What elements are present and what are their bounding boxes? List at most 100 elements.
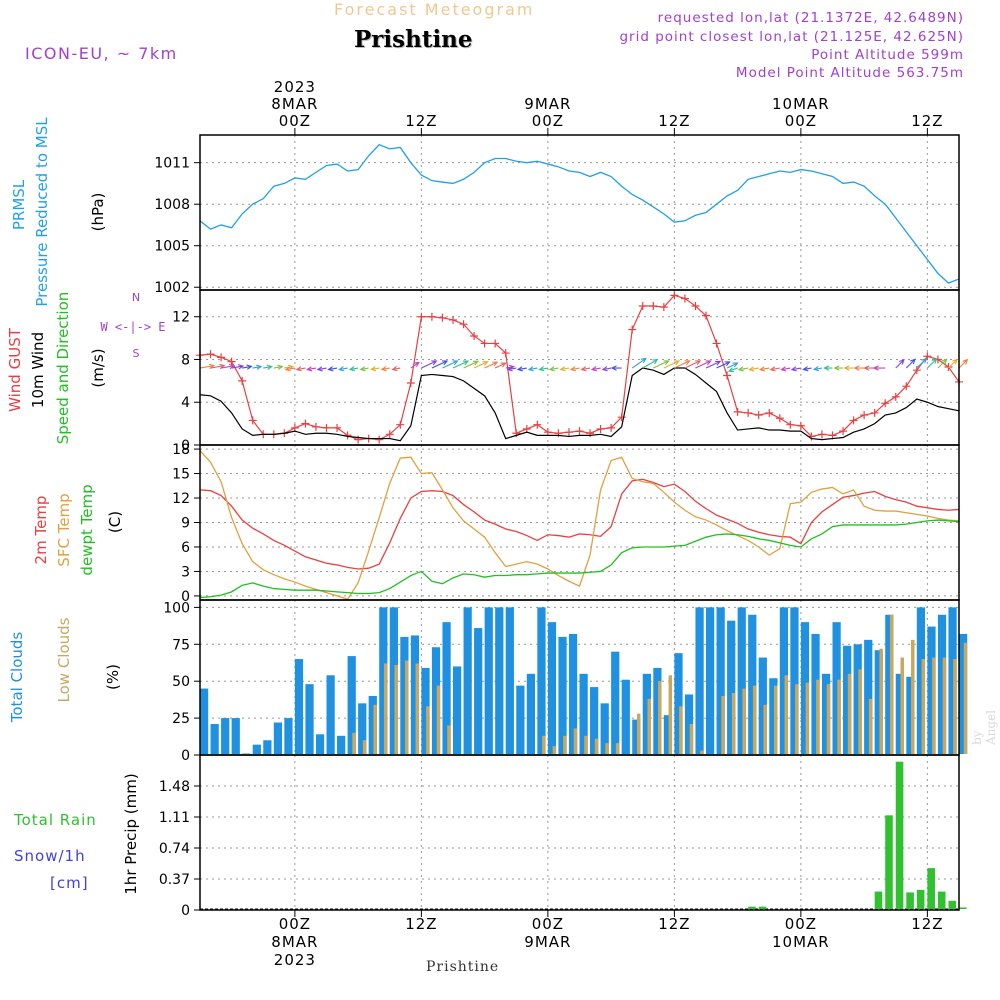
wind-arrow-head bbox=[348, 366, 356, 372]
wind-arrow bbox=[549, 367, 559, 371]
gust-label: Wind GUST bbox=[6, 327, 24, 412]
low-cloud-bar bbox=[868, 698, 873, 754]
wind-arrow bbox=[905, 358, 916, 369]
total-cloud-bar bbox=[453, 666, 462, 754]
low-cloud-bar bbox=[405, 660, 409, 754]
wind-arrow bbox=[452, 360, 469, 369]
pressure-line bbox=[199, 143, 960, 284]
y-tick-label: 0 bbox=[181, 438, 190, 454]
wind-arrow bbox=[770, 367, 780, 371]
gust-marker bbox=[449, 315, 457, 324]
low-cloud-bar bbox=[700, 750, 704, 754]
point-altitude: Point Altitude 599m bbox=[811, 47, 964, 63]
total-clouds-label: Total Clouds bbox=[8, 632, 26, 724]
gust-marker bbox=[459, 320, 468, 329]
wind-arrow-head bbox=[277, 364, 284, 370]
total-cloud-bar bbox=[727, 620, 736, 754]
wind-arrow-head bbox=[833, 365, 840, 371]
wind-arrow bbox=[803, 367, 812, 370]
wind-arrow-head bbox=[590, 366, 598, 372]
total-cloud-bar bbox=[653, 667, 662, 754]
y-tick-label: 0 bbox=[181, 903, 190, 919]
panel-frame-precip bbox=[199, 754, 960, 911]
y-tick-label: 50 bbox=[172, 674, 190, 690]
wind-arrow bbox=[814, 367, 823, 370]
chart-title: Forecast Meteogram bbox=[334, 0, 535, 19]
wind-arrow bbox=[674, 360, 690, 369]
bottom-time-label: 12Z bbox=[405, 915, 437, 933]
gust-marker bbox=[923, 352, 932, 361]
low-cloud-bar bbox=[679, 706, 683, 754]
low-cloud-bar bbox=[605, 743, 609, 754]
wind-arrow-head bbox=[769, 366, 776, 372]
y-tick-label: 100 bbox=[163, 600, 190, 616]
low-cloud-bar bbox=[552, 746, 557, 754]
total-cloud-bar bbox=[779, 607, 789, 754]
precip-bar bbox=[937, 891, 946, 909]
gust-marker bbox=[712, 339, 721, 348]
wind-arrow-head bbox=[727, 367, 734, 373]
wind-arrow-head bbox=[295, 366, 302, 372]
wind-arrow bbox=[631, 358, 647, 369]
temp-line-0 bbox=[199, 478, 960, 570]
wind-arrow-head bbox=[705, 360, 712, 366]
gust-marker bbox=[860, 411, 869, 420]
low-cloud-bar bbox=[573, 728, 578, 754]
gust-marker bbox=[628, 325, 637, 334]
gust-marker bbox=[480, 339, 489, 348]
precip-bar bbox=[758, 906, 767, 909]
wind-speed-line bbox=[199, 367, 960, 442]
wind-arrow-head bbox=[748, 366, 755, 372]
low-cloud-bar bbox=[447, 725, 451, 754]
y-tick-label: 0 bbox=[181, 748, 190, 764]
total-cloud-bar bbox=[389, 607, 398, 754]
low-cloud-bar bbox=[415, 663, 420, 754]
wind-arrow bbox=[937, 358, 948, 369]
wind-arrow bbox=[242, 365, 252, 369]
sfc-temp-label: SFC Temp bbox=[55, 493, 73, 566]
total-cloud-bar bbox=[221, 718, 230, 754]
pressure-label-long: Pressure Reduced to MSL bbox=[33, 117, 51, 307]
total-cloud-bar bbox=[337, 735, 346, 754]
gust-marker bbox=[775, 414, 784, 423]
total-cloud-bar bbox=[326, 675, 335, 754]
total-cloud-bar bbox=[621, 679, 630, 754]
temp-line-2 bbox=[199, 519, 960, 599]
low-cloud-bar bbox=[436, 685, 441, 754]
bottom-time-label: 12Z bbox=[658, 915, 690, 933]
low-cloud-bar bbox=[647, 698, 651, 754]
top-year-label: 2023 bbox=[274, 78, 316, 96]
low-cloud-bar bbox=[658, 681, 662, 754]
wind-arrow-head bbox=[640, 357, 647, 364]
wind-arrow-head bbox=[931, 357, 938, 364]
compass-south: S bbox=[133, 347, 140, 360]
wind-unit: (m/s) bbox=[89, 348, 107, 387]
total-cloud-bar bbox=[379, 607, 388, 754]
total-cloud-bar bbox=[600, 703, 609, 754]
wind-arrow-head bbox=[663, 360, 670, 366]
wind-arrow-head bbox=[790, 366, 797, 372]
total-cloud-bar bbox=[516, 685, 525, 754]
y-tick-label: 1.48 bbox=[159, 779, 190, 795]
wind-arrow-head bbox=[580, 366, 587, 372]
bottom-time-label: 00Z bbox=[532, 915, 564, 933]
wind-label: 10m Wind bbox=[29, 332, 47, 408]
gust-marker bbox=[596, 424, 605, 433]
low-cloud-bar bbox=[816, 679, 820, 754]
precip-bar bbox=[748, 906, 756, 909]
low-cloud-bar bbox=[615, 743, 620, 754]
wind-arrow-head bbox=[843, 365, 850, 371]
wind-arrow-head bbox=[238, 364, 245, 370]
wind-arrow-head bbox=[853, 365, 860, 371]
wind-arrow bbox=[726, 362, 738, 369]
total-cloud-bar bbox=[484, 607, 493, 754]
total-cloud-bar bbox=[737, 607, 746, 754]
compass-label: W <-|-> E bbox=[100, 320, 165, 334]
wind-arrow bbox=[349, 367, 359, 371]
total-cloud-bar bbox=[758, 657, 767, 754]
temp-line-1 bbox=[199, 450, 960, 600]
gust-marker bbox=[248, 416, 257, 425]
gust-marker bbox=[849, 416, 858, 425]
wind-arrow-head bbox=[359, 366, 366, 372]
y-tick-label: 9 bbox=[181, 516, 190, 532]
